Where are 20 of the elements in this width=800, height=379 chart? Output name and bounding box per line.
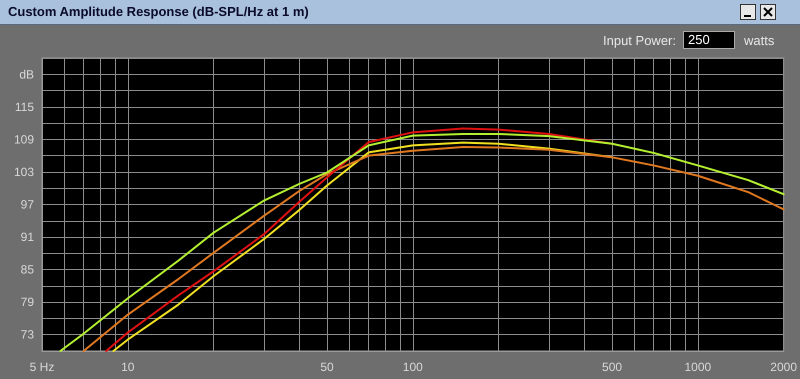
text: Input Power: xyxy=(603,33,676,48)
y-tick-label: 103 xyxy=(14,164,34,179)
y-tick-label: 79 xyxy=(20,295,34,310)
x-tick-label: 500 xyxy=(602,360,622,374)
x-tick-label: 10 xyxy=(121,360,135,374)
text: watts xyxy=(744,33,774,48)
y-tick-label: dB xyxy=(19,67,34,82)
x-tick-label: 2000 xyxy=(770,360,798,374)
y-tick-label: 97 xyxy=(20,198,34,212)
x-tick-label: 50 xyxy=(320,360,334,374)
x-tick-label: 1000 xyxy=(684,360,712,374)
y-tick-label: 109 xyxy=(14,132,34,146)
y-tick-label: 85 xyxy=(20,262,34,277)
y-tick-label: 115 xyxy=(14,100,34,114)
chart-title: Custom Amplitude Response (dB-SPL/Hz at 1 m) xyxy=(8,4,309,19)
input-field: 250 xyxy=(683,31,735,49)
y-tick-label: 73 xyxy=(20,328,34,342)
x-tick-label: 100 xyxy=(402,360,424,374)
x-tick-label: 5 Hz xyxy=(30,360,54,374)
y-tick-label: 91 xyxy=(20,230,34,244)
